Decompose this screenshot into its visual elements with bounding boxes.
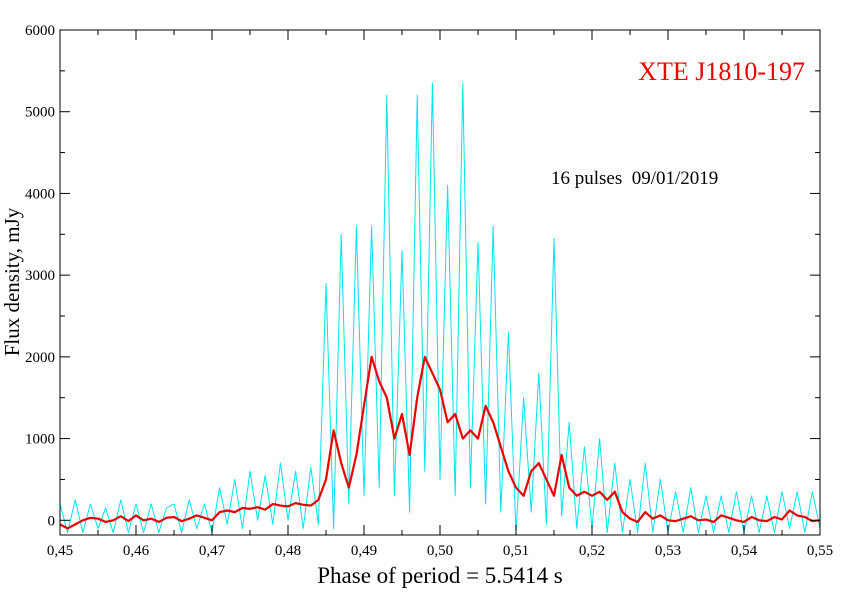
y-tick-label: 6000 <box>25 23 55 39</box>
x-tick-label: 0,50 <box>427 543 453 559</box>
x-tick-label: 0,47 <box>199 543 226 559</box>
y-axis-label: Flux density, mJy <box>0 207 24 356</box>
x-tick-label: 0,52 <box>579 543 605 559</box>
data-line <box>60 82 820 534</box>
x-tick-label: 0,48 <box>275 543 301 559</box>
x-tick-label: 0,46 <box>123 543 150 559</box>
x-tick-label: 0,54 <box>731 543 758 559</box>
x-tick-label: 0,51 <box>503 543 529 559</box>
plot-marks <box>60 82 820 534</box>
data-line <box>60 355 820 530</box>
x-axis-label: Phase of period = 5.5414 s <box>317 563 563 588</box>
x-tick-label: 0,53 <box>655 543 681 559</box>
y-tick-label: 4000 <box>25 186 55 202</box>
x-tick-label: 0,49 <box>351 543 377 559</box>
x-tick-label: 0,55 <box>807 543 833 559</box>
y-tick-label: 0 <box>48 513 56 529</box>
y-tick-label: 3000 <box>25 268 55 284</box>
y-tick-label: 5000 <box>25 105 55 121</box>
y-tick-label: 2000 <box>25 350 55 366</box>
y-tick-label: 1000 <box>25 432 55 448</box>
chart-title: XTE J1810-197 <box>638 57 805 86</box>
annotation: 16 pulses 09/01/2019 <box>551 168 718 189</box>
x-tick-label: 0,45 <box>47 543 73 559</box>
